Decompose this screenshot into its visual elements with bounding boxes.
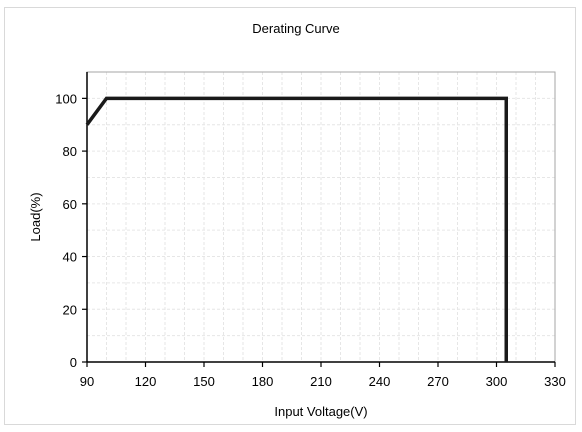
x-tick-label: 300 [486, 374, 508, 389]
y-tick-label: 20 [63, 302, 77, 317]
x-tick-label: 270 [427, 374, 449, 389]
y-tick-label: 60 [63, 197, 77, 212]
chart-frame [4, 7, 576, 425]
x-tick-label: 90 [80, 374, 94, 389]
x-tick-label: 120 [135, 374, 157, 389]
y-tick-label: 100 [55, 91, 77, 106]
derating-line [85, 96, 508, 362]
y-tick-label: 40 [63, 250, 77, 265]
x-tick-label: 240 [369, 374, 391, 389]
x-tick-label: 210 [310, 374, 332, 389]
grid [87, 72, 555, 362]
chart-title: Derating Curve [252, 21, 339, 36]
x-axis-label: Input Voltage(V) [274, 404, 367, 419]
tick-labels: 90 120 150 180 210 240 270 300 330 0 20 40 60 80 100 [55, 91, 566, 389]
x-tick-label: 150 [193, 374, 215, 389]
x-tick-label: 180 [252, 374, 274, 389]
x-tick-label: 330 [544, 374, 566, 389]
series [85, 96, 508, 362]
y-axis-label: Load(%) [28, 192, 43, 241]
y-tick-label: 80 [63, 144, 77, 159]
y-tick-label: 0 [70, 355, 77, 370]
